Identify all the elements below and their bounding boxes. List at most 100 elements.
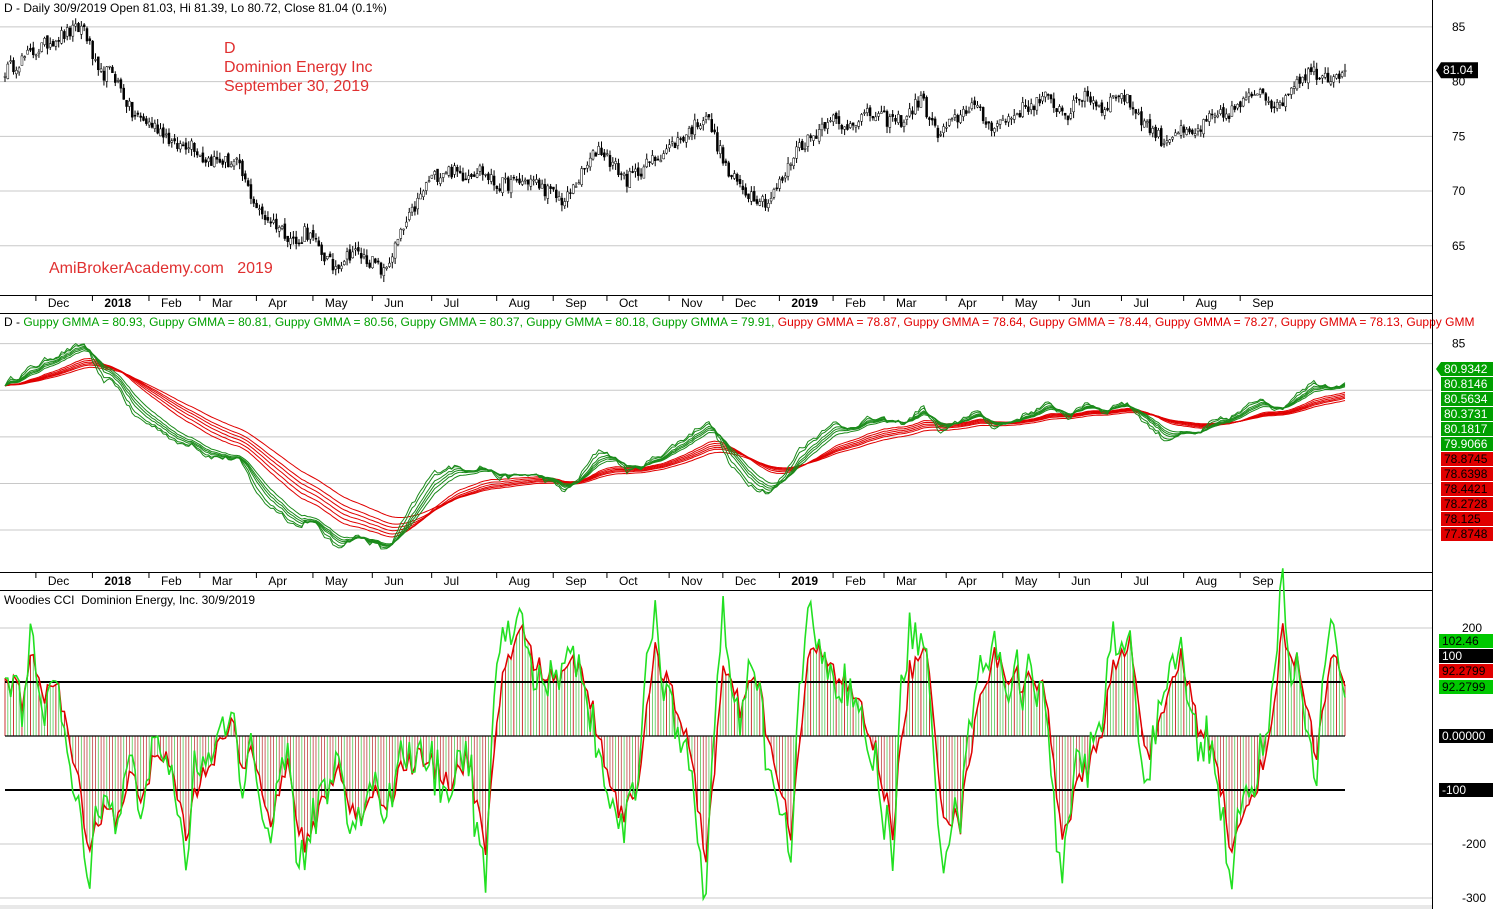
price-candle-body (685, 134, 688, 143)
price-candle-body (676, 137, 680, 146)
cci-y-axis: 200 -200 -300 (1462, 621, 1486, 905)
price-candle-body (374, 258, 377, 263)
price-candle-body (1278, 102, 1282, 106)
price-candle-body (263, 215, 267, 220)
price-candle-body (752, 191, 756, 202)
price-candle-body (1253, 94, 1256, 96)
price-candle-body (1058, 106, 1061, 113)
price-candle-body (456, 167, 459, 172)
price-candle-body (277, 227, 281, 232)
price-candle-body (518, 178, 521, 184)
price-candle-body (1335, 74, 1338, 79)
price-candle-body (1267, 101, 1270, 103)
gmma-value-text: 80.1817 (1444, 422, 1488, 436)
price-candle-body (837, 116, 841, 124)
price-candle-body (210, 156, 213, 166)
price-candle-body (116, 80, 120, 82)
price-candle-body (1256, 93, 1259, 96)
price-candle-body (424, 182, 428, 191)
x-tick-label: Mar (896, 574, 917, 588)
gmma-series-label: Guppy GMMA = 80.81, (149, 315, 275, 329)
price-candle-body (552, 186, 555, 190)
price-candle-body (1323, 72, 1327, 78)
price-candle-body (1007, 116, 1010, 123)
price-candle-body (1185, 129, 1188, 135)
price-candle-body (817, 129, 821, 142)
price-candle-body (20, 55, 24, 66)
gmma-short-ema-line (4, 342, 1346, 550)
cci-value-badge-bg (1439, 680, 1493, 694)
company-annotation: Dominion Energy Inc (224, 59, 373, 76)
price-candle-body (815, 135, 818, 139)
price-candle-body (40, 42, 44, 52)
gmma-value-badge (1441, 407, 1493, 421)
price-candle-body (181, 144, 185, 147)
price-candle-body (246, 180, 250, 186)
price-candle-body (382, 267, 386, 276)
price-candle-body (1179, 125, 1183, 136)
gmma-x-axis: Dec 2018 Feb Mar Apr May Jun Jul Aug Sep Oct Nov Dec… (35, 572, 1274, 588)
price-candle-body (670, 141, 674, 144)
price-candle-body (758, 201, 762, 206)
x-tick-label: Mar (896, 296, 917, 310)
gmma-value-badge (1441, 512, 1493, 526)
price-candle-body (1044, 91, 1047, 98)
price-candle-body (204, 159, 207, 163)
x-tick-label: Sep (565, 574, 587, 588)
cci-panel: 200 -200 -300 Woodies CCI Dominion Energy,… (0, 568, 1493, 905)
price-y-tick-label: 70 (1452, 184, 1466, 198)
price-candle-body (97, 56, 100, 70)
price-candle-body (317, 240, 321, 247)
gmma-series-label: Guppy GMMA = 80.18, (526, 315, 652, 329)
price-candle-body (283, 223, 287, 239)
x-tick-label: Jun (1071, 574, 1090, 588)
gmma-value-text: 80.5634 (1444, 392, 1488, 406)
gmma-value-text: 78.125 (1444, 512, 1481, 526)
price-candle-body (388, 262, 391, 267)
x-tick-label: Aug (1196, 296, 1217, 310)
price-candle-body (1018, 113, 1022, 118)
price-candle-body (1205, 118, 1208, 122)
cci-level-badge-bg (1439, 783, 1493, 797)
price-candle-body (597, 146, 600, 155)
price-candles (3, 18, 1347, 283)
cci-level-badge: 0.00000 (1442, 729, 1486, 743)
price-candle-body (521, 180, 524, 185)
price-candle-body (727, 162, 730, 177)
price-candle-body (529, 178, 533, 187)
price-candle-body (1304, 74, 1307, 81)
gmma-value-badge (1441, 482, 1493, 496)
price-candle-body (340, 265, 343, 269)
price-candle-body (721, 147, 725, 164)
price-candle-body (702, 120, 705, 125)
cci-header: Woodies CCI Dominion Energy, Inc. 30/9/2… (4, 593, 255, 607)
price-candle-body (747, 193, 750, 200)
price-candle-body (280, 225, 284, 229)
price-candle-body (179, 143, 182, 150)
price-candle-body (26, 49, 29, 55)
gmma-series-label: Guppy GMMA = 78.44, (1029, 315, 1155, 329)
price-candle-body (487, 173, 490, 181)
price-candle-body (193, 142, 196, 152)
price-candle-body (1171, 136, 1174, 140)
x-tick-label: Mar (212, 574, 233, 588)
price-candle-body (532, 179, 535, 182)
price-y-tick-label: 75 (1452, 129, 1466, 143)
price-candle-body (371, 256, 374, 269)
gmma-series-label: Guppy GMMA = 80.37, (401, 315, 527, 329)
price-candle-body (229, 163, 233, 167)
price-candle-body (800, 140, 804, 151)
price-candle-body (738, 179, 742, 185)
price-candle-body (1210, 113, 1214, 116)
price-candle-body (159, 128, 162, 137)
price-candle-body (908, 108, 911, 117)
gmma-short-ema-line (4, 350, 1346, 545)
x-tick-label: Apr (268, 296, 287, 310)
price-candle-body (6, 63, 10, 79)
price-candle-body (662, 153, 665, 160)
price-candle-body (1216, 114, 1220, 118)
price-candle-body (1230, 105, 1234, 117)
price-candle-body (1321, 75, 1324, 79)
x-tick-label: Aug (509, 296, 530, 310)
x-tick-label: Sep (1252, 574, 1274, 588)
